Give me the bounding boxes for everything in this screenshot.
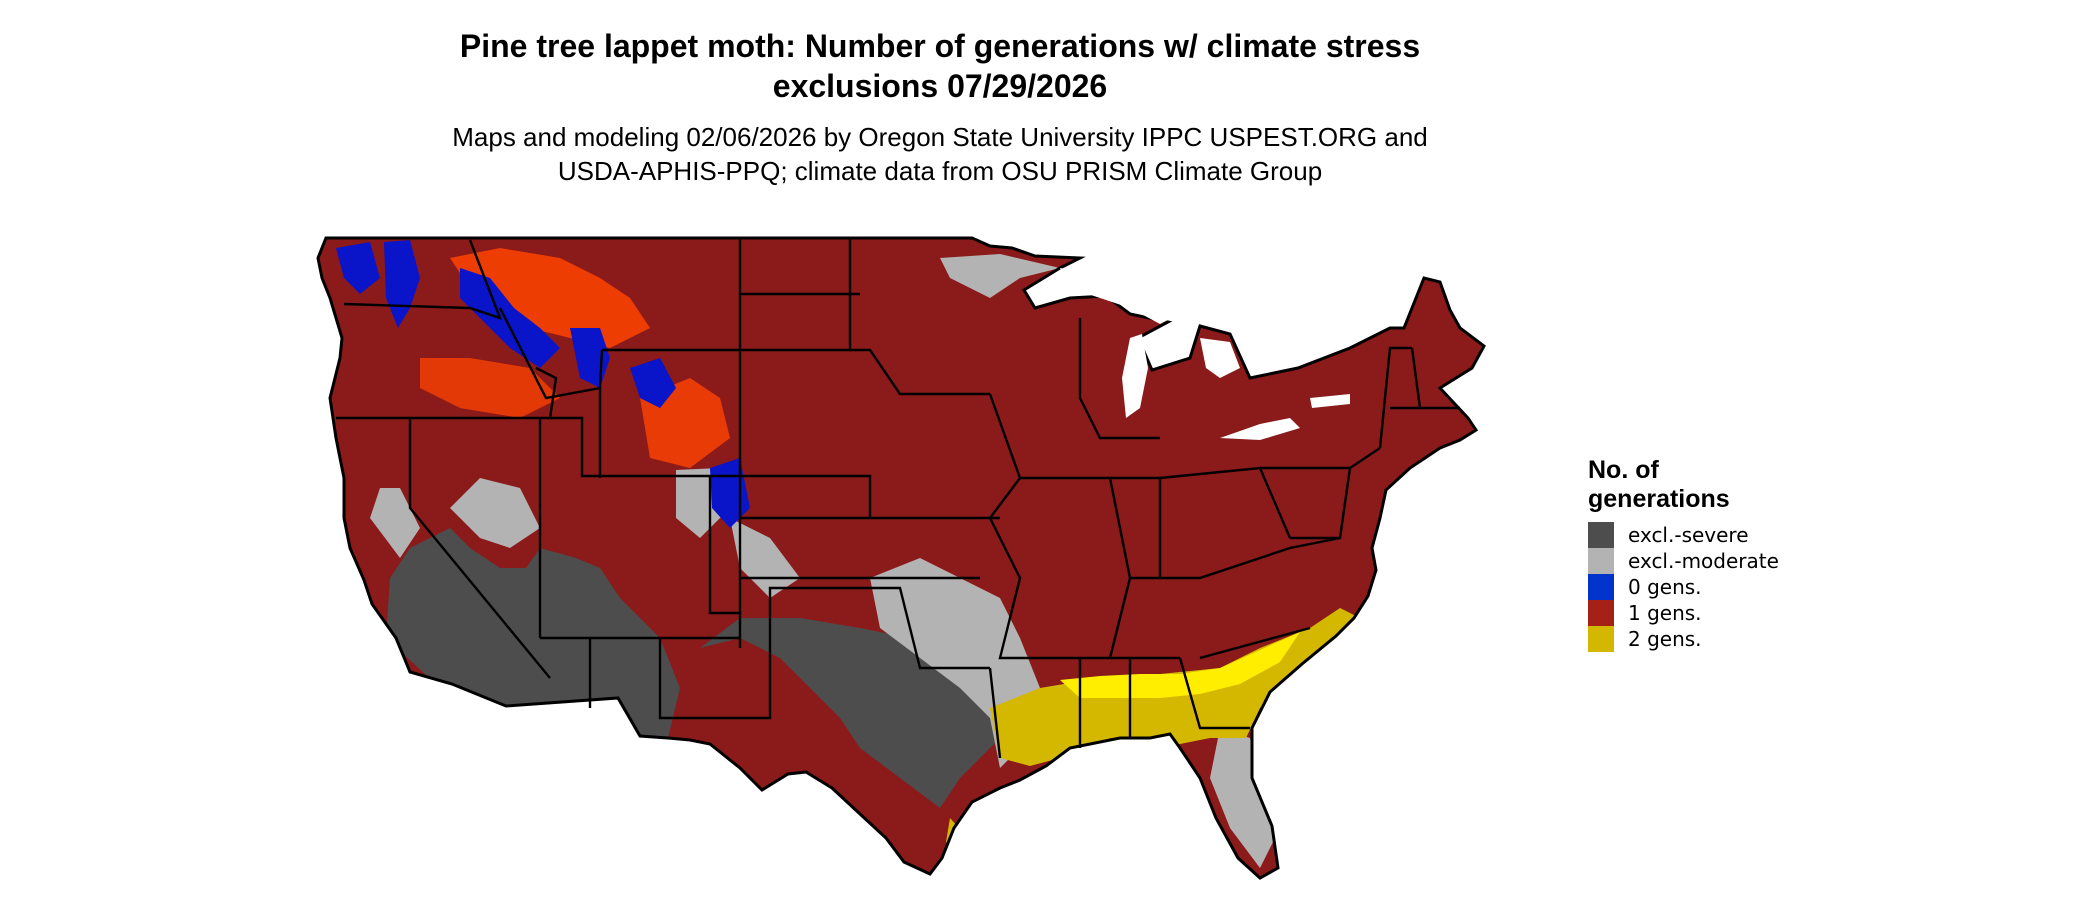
boundary-california-nevada bbox=[408, 418, 551, 679]
title-line-2: exclusions 07/29/2026 bbox=[772, 68, 1108, 104]
boundary-new-england-west bbox=[1378, 346, 1412, 449]
map-fill-regions bbox=[318, 238, 1484, 878]
legend-item-excl-severe: excl.-severe bbox=[1588, 522, 1779, 548]
legend-label: excl.-moderate bbox=[1628, 549, 1779, 573]
boundary-kentucky bbox=[1130, 536, 1341, 580]
legend-swatch bbox=[1588, 626, 1614, 652]
boundary-wisconsin bbox=[1078, 318, 1160, 440]
subtitle-line-1: Maps and modeling 02/06/2026 by Oregon S… bbox=[452, 122, 1428, 152]
legend-swatch bbox=[1588, 548, 1614, 574]
boundary-colorado-north bbox=[710, 474, 872, 518]
region-oregon-one-gen-alt bbox=[420, 358, 560, 418]
legend-label: 2 gens. bbox=[1628, 627, 1702, 651]
boundary-pennsylvania-south bbox=[1290, 467, 1352, 540]
legend-swatch bbox=[1588, 522, 1614, 548]
region-idaho-zero-gens bbox=[460, 268, 560, 368]
great-lakes bbox=[1060, 268, 1350, 440]
legend: No. of generations excl.-severe excl.-mo… bbox=[1588, 456, 1779, 652]
lake-superior bbox=[1060, 268, 1180, 324]
region-california-moderate bbox=[370, 488, 420, 558]
boundary-vermont-nh bbox=[1410, 347, 1422, 409]
legend-item-zero-gens: 0 gens. bbox=[1588, 574, 1779, 600]
legend-title-line-1: No. of bbox=[1588, 456, 1659, 484]
lake-huron bbox=[1200, 338, 1240, 378]
legend-title: No. of generations bbox=[1588, 456, 1779, 514]
region-wyoming-zero-gens bbox=[630, 358, 676, 408]
legend-item-two-gens: 2 gens. bbox=[1588, 626, 1779, 652]
state-boundaries bbox=[336, 238, 1460, 759]
map-title: Pine tree lappet moth: Number of generat… bbox=[380, 26, 1500, 106]
region-texas-severe bbox=[700, 618, 1000, 808]
boundary-colorado-west bbox=[708, 476, 740, 615]
legend-label: 1 gens. bbox=[1628, 601, 1702, 625]
boundary-washington bbox=[343, 239, 503, 320]
lake-michigan bbox=[1122, 334, 1148, 418]
boundary-idaho-south bbox=[550, 416, 710, 478]
lake-erie bbox=[1220, 418, 1300, 440]
legend-title-line-2: generations bbox=[1588, 485, 1730, 513]
us-outline bbox=[316, 236, 1486, 880]
legend-item-excl-moderate: excl.-moderate bbox=[1588, 548, 1779, 574]
boundary-idaho-montana bbox=[498, 307, 604, 400]
map-subtitle: Maps and modeling 02/06/2026 by Oregon S… bbox=[380, 120, 1500, 188]
boundary-texas-louisiana bbox=[988, 667, 1002, 759]
legend-swatch bbox=[1588, 600, 1614, 626]
boundary-missouri bbox=[988, 517, 1180, 660]
subtitle-line-2: USDA-APHIS-PPQ; climate data from OSU PR… bbox=[557, 156, 1323, 186]
title-line-1: Pine tree lappet moth: Number of generat… bbox=[459, 28, 1421, 64]
region-florida-moderate bbox=[1210, 728, 1275, 868]
boundary-new-mexico bbox=[658, 638, 772, 720]
region-southeast-two-generations-light bbox=[1060, 632, 1300, 698]
us-generations-map bbox=[316, 236, 1486, 880]
boundary-minnesota-south bbox=[850, 348, 990, 396]
legend-swatch bbox=[1588, 574, 1614, 600]
region-idaho-montana-one-gen-alt bbox=[450, 248, 650, 348]
legend-label: 0 gens. bbox=[1628, 575, 1702, 599]
lake-ontario bbox=[1310, 394, 1350, 408]
region-nevada-moderate bbox=[450, 478, 540, 548]
boundary-oregon bbox=[336, 366, 558, 420]
boundary-illinois bbox=[1020, 476, 1132, 659]
legend-item-one-gen: 1 gens. bbox=[1588, 600, 1779, 626]
boundary-north-carolina bbox=[1199, 626, 1311, 660]
region-minnesota-moderate bbox=[940, 254, 1060, 298]
legend-label: excl.-severe bbox=[1628, 523, 1749, 547]
boundary-oklahoma bbox=[768, 586, 990, 670]
boundary-georgia bbox=[1178, 657, 1250, 730]
region-washington-zero-gens bbox=[336, 242, 380, 294]
